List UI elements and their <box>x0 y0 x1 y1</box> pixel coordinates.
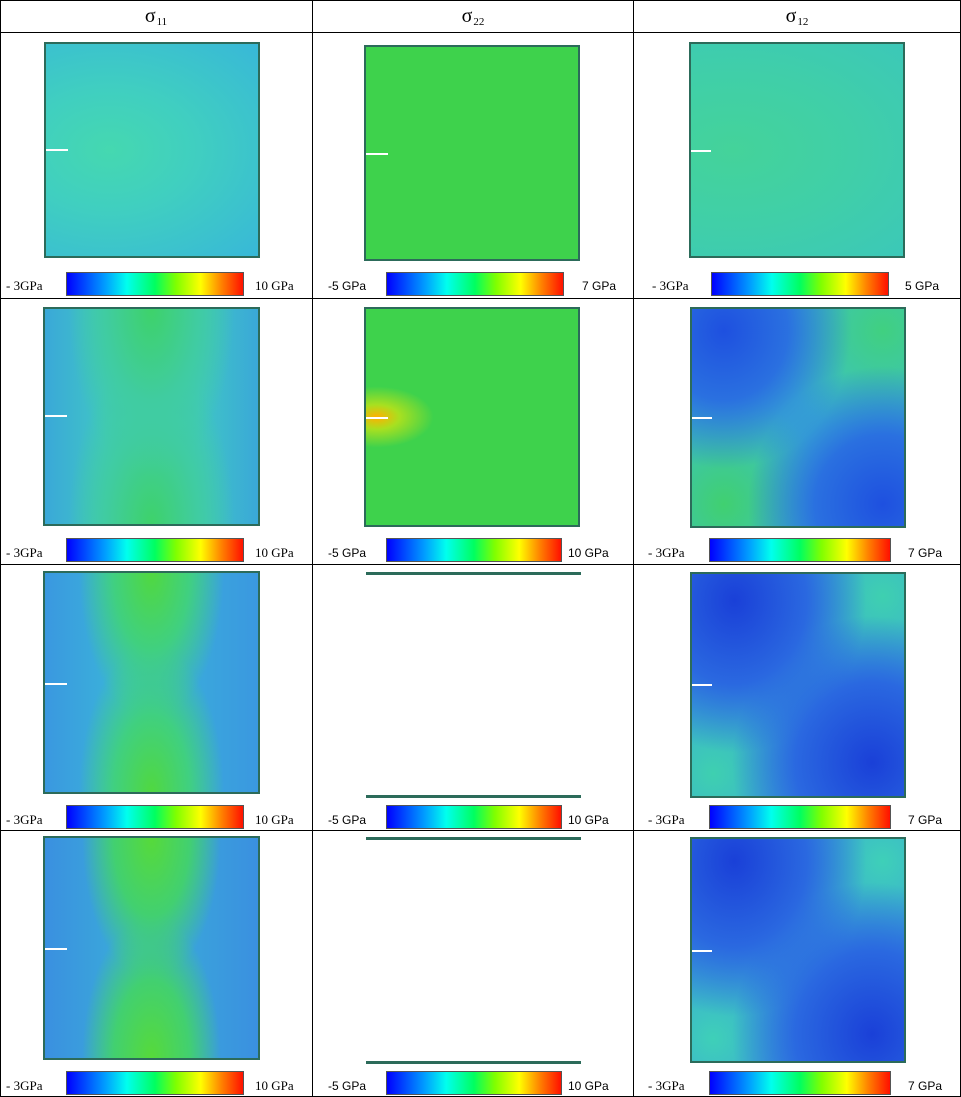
header-symbol: σ <box>144 4 156 27</box>
stress-plot-sigma11-row3 <box>43 571 260 794</box>
plate-edge-bottom <box>366 1061 581 1064</box>
stress-plot-sigma11-row2 <box>43 307 260 526</box>
colorbar <box>66 272 244 296</box>
stress-plot-sigma11-row4 <box>43 836 260 1060</box>
crack-mark <box>692 950 712 952</box>
plate-edge-top <box>366 572 581 575</box>
colorbar <box>66 1071 244 1095</box>
row-divider <box>0 32 961 33</box>
colorbar <box>386 272 564 296</box>
crack-mark <box>45 948 67 950</box>
crack-mark <box>692 684 712 686</box>
stress-plot-sigma12-row2 <box>690 307 906 528</box>
header-symbol: σ <box>785 4 797 27</box>
stress-plot-sigma12-row3 <box>690 572 906 798</box>
colorbar-min-label: -5 GPa <box>328 546 367 560</box>
header-symbol: σ <box>461 4 473 27</box>
row-divider <box>0 564 961 565</box>
crack-mark <box>366 153 388 155</box>
table-border-left <box>0 0 1 1097</box>
colorbar-min-label: - 3GPa <box>6 545 43 560</box>
colorbar-min-label: -5 GPa <box>328 1079 367 1093</box>
colorbar-max-label: 5 GPa <box>905 279 940 293</box>
stress-plot-sigma11-row1 <box>44 42 260 258</box>
colorbar <box>709 1071 891 1095</box>
colorbar-min-label: - 3GPa <box>652 278 689 293</box>
colorbar-min-label: - 3GPa <box>6 812 43 827</box>
crack-mark <box>45 683 67 685</box>
colorbar-max-label: 7 GPa <box>582 279 617 293</box>
header-subscript: 11 <box>156 16 168 28</box>
colorbar-min-label: - 3GPa <box>648 545 685 560</box>
row-divider <box>0 298 961 299</box>
column-header-sigma22: σ 22 <box>313 0 633 32</box>
colorbar-max-label: 10 GPa <box>255 545 294 560</box>
colorbar <box>66 538 244 562</box>
plate-edge-top <box>366 837 581 840</box>
crack-mark <box>692 417 712 419</box>
colorbar-min-label: - 3GPa <box>648 812 685 827</box>
colorbar-max-label: 10 GPa <box>568 1079 609 1093</box>
colorbar-min-label: -5 GPa <box>328 279 367 293</box>
colorbar-max-label: 7 GPa <box>908 1079 943 1093</box>
colorbar <box>386 805 562 829</box>
column-header-sigma11: σ 11 <box>0 0 312 32</box>
colorbar-min-label: - 3GPa <box>648 1078 685 1093</box>
colorbar-max-label: 10 GPa <box>568 546 609 560</box>
colorbar-min-label: -5 GPa <box>328 813 367 827</box>
colorbar-max-label: 10 GPa <box>255 1078 294 1093</box>
column-divider <box>312 0 313 1097</box>
colorbar-max-label: 10 GPa <box>568 813 609 827</box>
row-divider <box>0 830 961 831</box>
plate-edge-bottom <box>366 795 581 798</box>
header-subscript: 12 <box>797 16 809 28</box>
stress-plot-sigma12-row1 <box>689 42 905 258</box>
crack-mark <box>366 417 388 419</box>
stress-plot-sigma22-row2 <box>364 307 580 527</box>
colorbar <box>709 805 891 829</box>
column-divider <box>633 0 634 1097</box>
header-subscript: 22 <box>473 16 485 28</box>
colorbar <box>386 538 562 562</box>
colorbar <box>66 805 244 829</box>
table-border-top <box>0 0 961 1</box>
colorbar-min-label: - 3GPa <box>6 1078 43 1093</box>
crack-mark <box>45 415 67 417</box>
colorbar-max-label: 7 GPa <box>908 546 943 560</box>
colorbar-max-label: 7 GPa <box>908 813 943 827</box>
colorbar-max-label: 10 GPa <box>255 278 294 293</box>
stress-plot-sigma12-row4 <box>690 837 906 1063</box>
crack-mark <box>691 150 711 152</box>
column-header-sigma12: σ 12 <box>634 0 960 32</box>
colorbar-min-label: - 3GPa <box>6 278 43 293</box>
stress-plot-sigma22-row1 <box>364 45 580 261</box>
colorbar-max-label: 10 GPa <box>255 812 294 827</box>
colorbar <box>711 272 889 296</box>
crack-mark <box>46 149 68 151</box>
colorbar <box>386 1071 562 1095</box>
colorbar <box>709 538 891 562</box>
